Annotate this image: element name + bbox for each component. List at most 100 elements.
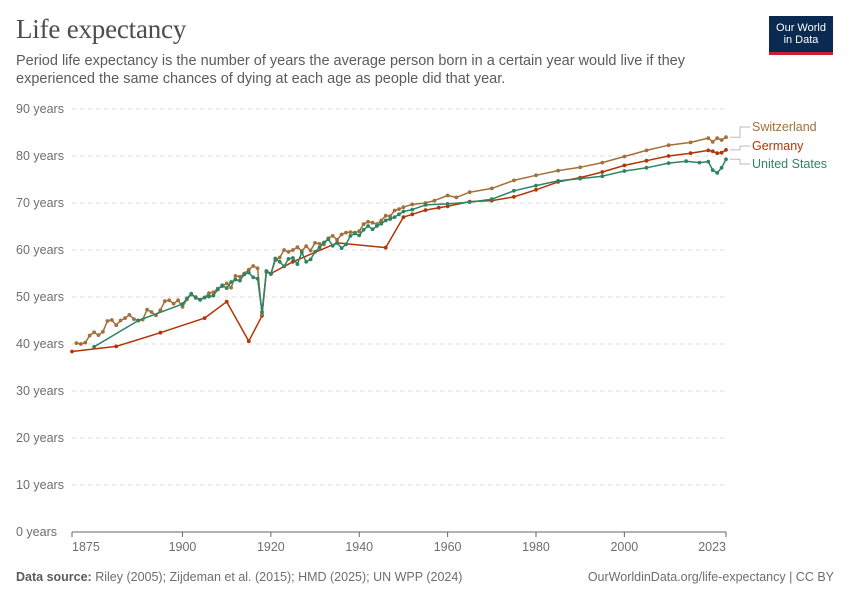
data-point-united-states (361, 227, 366, 232)
data-point-united-states (388, 217, 393, 221)
data-point-switzerland (74, 341, 79, 345)
data-point-switzerland (304, 244, 309, 249)
data-point-united-states (706, 159, 711, 164)
data-point-switzerland (357, 229, 362, 234)
data-point-switzerland (489, 186, 494, 191)
data-point-germany (715, 151, 720, 156)
owid-logo[interactable]: Our World in Data (769, 16, 833, 55)
data-point-united-states (193, 296, 198, 300)
data-point-switzerland (688, 140, 693, 145)
series-label-layer: Germany Switzerland United States (730, 120, 827, 171)
data-point-united-states (277, 259, 282, 264)
data-point-united-states (724, 157, 728, 162)
data-point-united-states (556, 179, 560, 183)
source-link[interactable]: OurWorldinData.org/life-expectancy | CC … (587, 570, 834, 584)
data-point-united-states (269, 272, 273, 276)
y-tick-label: 10 years (16, 478, 64, 492)
data-point-switzerland (335, 237, 339, 242)
data-point-switzerland (109, 318, 114, 322)
data-point-united-states (304, 259, 309, 264)
data-point-switzerland (600, 160, 605, 165)
data-point-switzerland (255, 266, 260, 271)
data-point-united-states (92, 344, 96, 349)
data-point-switzerland (96, 333, 101, 337)
data-point-switzerland (238, 274, 242, 279)
data-point-united-states (180, 302, 185, 306)
data-point-united-states (308, 257, 313, 262)
data-point-united-states (339, 246, 344, 251)
data-point-germany (710, 149, 715, 154)
data-point-switzerland (330, 234, 335, 238)
label-connector-germany (730, 145, 750, 151)
data-point-switzerland (392, 208, 397, 213)
data-point-united-states (622, 169, 627, 173)
data-point-switzerland (167, 298, 172, 303)
life-expectancy-chart[interactable]: 0 years 10 years 20 years 30 years 40 years 5… (0, 0, 850, 560)
series-united-states (92, 157, 728, 349)
data-point-united-states (710, 168, 715, 173)
data-point-switzerland (715, 136, 720, 141)
data-point-switzerland (454, 195, 459, 200)
data-point-united-states (379, 221, 384, 226)
data-point-germany (666, 154, 671, 158)
data-point-switzerland (410, 202, 415, 207)
data-point-united-states (299, 250, 304, 255)
data-point-united-states (202, 295, 207, 300)
data-point-united-states (255, 276, 260, 281)
data-point-switzerland (171, 301, 176, 306)
data-point-switzerland (224, 281, 229, 286)
data-point-united-states (489, 197, 494, 202)
data-point-switzerland (291, 248, 295, 252)
data-point-germany (436, 205, 441, 210)
data-point-united-states (397, 212, 401, 217)
data-point-switzerland (246, 267, 251, 272)
data-point-germany (70, 349, 74, 354)
data-point-switzerland (83, 340, 88, 345)
data-point-germany (291, 259, 295, 264)
data-point-united-states (291, 256, 295, 260)
data-point-united-states (578, 176, 583, 181)
series-line-united-states (93, 158, 727, 348)
y-tick-label: 80 years (16, 149, 64, 163)
x-tick-label: 2000 (610, 540, 638, 554)
series-label-switzerland: Switzerland (752, 120, 817, 134)
data-point-united-states (383, 218, 388, 223)
data-source: Data source: Riley (2005); Zijdeman et a… (16, 570, 462, 584)
data-point-switzerland (101, 329, 105, 334)
data-point-united-states (467, 200, 472, 205)
data-point-switzerland (467, 190, 472, 195)
y-tick-label: 50 years (16, 290, 64, 304)
data-point-united-states (251, 275, 256, 280)
data-point-switzerland (132, 317, 136, 321)
data-point-switzerland (366, 219, 370, 224)
data-point-united-states (445, 202, 450, 206)
data-point-switzerland (277, 255, 282, 260)
data-point-germany (724, 148, 728, 152)
x-tick-label: 1960 (434, 540, 462, 554)
data-point-germany (706, 148, 711, 153)
data-point-switzerland (127, 313, 132, 317)
data-point-germany (114, 344, 119, 349)
data-point-switzerland (317, 242, 322, 246)
page-title: Life expectancy (16, 14, 187, 44)
data-point-united-states (136, 318, 141, 323)
data-point-switzerland (180, 305, 185, 309)
data-point-switzerland (397, 207, 401, 212)
data-point-switzerland (87, 333, 92, 338)
data-point-united-states (215, 287, 220, 292)
data-point-switzerland (432, 198, 437, 203)
data-point-switzerland (388, 214, 393, 219)
data-point-germany (688, 151, 693, 156)
data-point-united-states (697, 160, 702, 165)
x-tick-label: 1900 (169, 540, 197, 554)
data-point-united-states (295, 262, 300, 266)
data-point-united-states (207, 294, 211, 299)
y-tick-label: 90 years (16, 102, 64, 116)
x-tick-label: 1980 (522, 540, 550, 554)
data-point-switzerland (719, 138, 724, 142)
data-point-united-states (644, 165, 649, 170)
data-point-united-states (220, 283, 225, 288)
data-point-united-states (348, 234, 353, 238)
data-point-united-states (233, 277, 238, 282)
series-label-germany: Germany (752, 139, 804, 153)
